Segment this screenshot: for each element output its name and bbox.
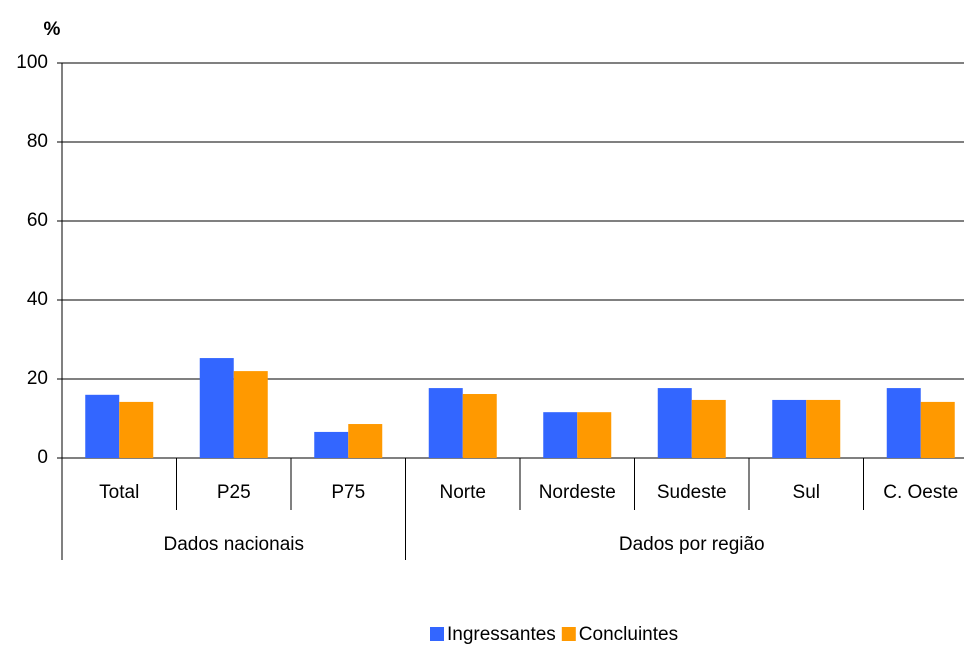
bar [806, 399, 841, 458]
bar [348, 424, 383, 458]
y-axis-label: % [44, 19, 61, 40]
y-tick-label: 60 [27, 210, 48, 231]
bar [233, 371, 268, 458]
y-tick-label: 100 [16, 52, 48, 73]
legend-label: Ingressantes [447, 624, 556, 645]
bar [657, 388, 692, 458]
y-tick-label: 80 [27, 131, 48, 152]
x-tick-label: C. Oeste [883, 482, 958, 503]
bar [577, 412, 612, 458]
x-tick-label: P25 [217, 482, 251, 503]
bar [199, 358, 234, 458]
y-tick-label: 20 [27, 368, 48, 389]
legend-swatch [430, 627, 444, 641]
legend-label: Concluintes [579, 624, 678, 645]
x-tick-label: Total [99, 482, 139, 503]
bar [314, 431, 349, 458]
bar [428, 388, 463, 458]
x-tick-label: Sul [793, 482, 820, 503]
bar [772, 399, 807, 458]
group-label: Dados nacionais [164, 534, 304, 555]
y-tick-label: 40 [27, 289, 48, 310]
x-tick-label: Norte [440, 482, 486, 503]
bar [691, 399, 726, 458]
y-tick-label: 0 [37, 447, 48, 468]
legend-swatch [561, 627, 576, 641]
bar [462, 394, 497, 458]
bar [85, 394, 120, 458]
bar [920, 401, 955, 458]
bar [886, 388, 921, 458]
x-tick-label: Sudeste [657, 482, 727, 503]
bar [119, 401, 154, 458]
x-tick-label: Nordeste [539, 482, 616, 503]
group-label: Dados por região [619, 534, 765, 555]
bar [543, 412, 578, 458]
x-tick-label: P75 [331, 482, 365, 503]
